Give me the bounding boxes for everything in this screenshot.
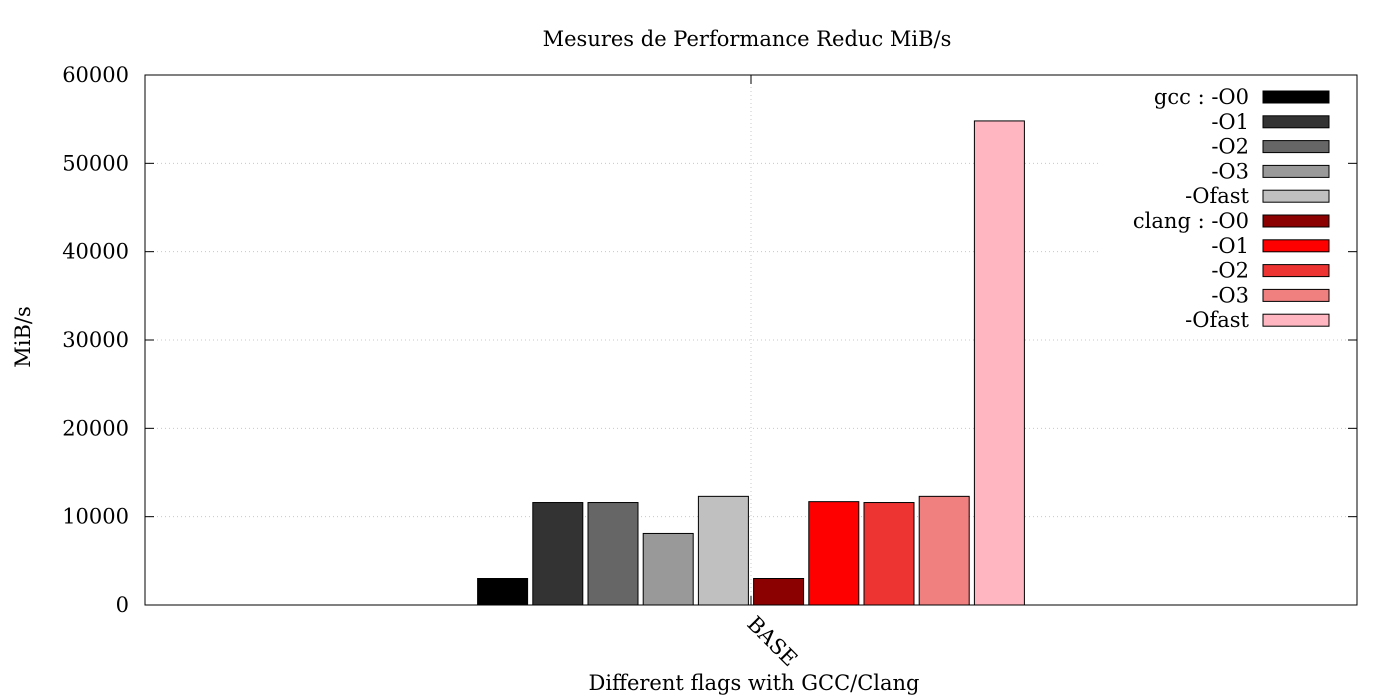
legend-swatch (1262, 214, 1330, 228)
y-tick-label: 50000 (62, 151, 129, 175)
y-axis-label: MiB/s (11, 306, 35, 368)
x-axis-label: Different flags with GCC/Clang (588, 671, 919, 695)
legend-swatch (1262, 264, 1330, 278)
x-tick-label: BASE (742, 612, 802, 672)
y-tick-label: 30000 (62, 328, 129, 352)
legend-label: -O3 (1211, 159, 1249, 183)
legend-swatch (1262, 288, 1330, 302)
y-axis: 0 10000 20000 30000 40000 50000 60000 (62, 63, 1357, 617)
legend-label: -O3 (1211, 283, 1249, 307)
legend-label: gcc : -O0 (1154, 85, 1249, 109)
bar-1 (477, 578, 529, 606)
bar-4 (642, 532, 694, 606)
legend-swatch (1262, 164, 1330, 178)
bar-2 (532, 502, 584, 606)
legend-swatch (1262, 239, 1330, 253)
chart-title: Mesures de Performance Reduc MiB/s (543, 27, 952, 51)
bar-8 (863, 502, 915, 606)
legend-label: -O1 (1211, 234, 1249, 258)
gridlines (145, 75, 1357, 605)
legend-label: -O2 (1211, 135, 1249, 159)
legend-label: -O1 (1211, 110, 1249, 134)
legend-swatch (1262, 313, 1330, 327)
legend-swatch (1262, 189, 1330, 203)
legend-label: -Ofast (1185, 184, 1249, 208)
bar-5 (697, 495, 749, 606)
y-tick-label: 0 (116, 593, 129, 617)
y-tick-label: 40000 (62, 240, 129, 264)
legend-label: clang : -O0 (1133, 209, 1249, 233)
bar-9 (918, 495, 970, 606)
legend-swatch (1262, 115, 1330, 129)
bar-7 (808, 501, 860, 606)
bars (477, 120, 1025, 606)
y-tick-label: 10000 (62, 505, 129, 529)
legend-label: -O2 (1211, 259, 1249, 283)
bar-3 (587, 502, 639, 606)
legend-label: -Ofast (1185, 308, 1249, 332)
legend-swatch (1262, 140, 1330, 154)
bar-10 (973, 120, 1025, 606)
legend-swatch (1262, 90, 1330, 104)
bar-6 (753, 578, 805, 606)
y-tick-label: 60000 (62, 63, 129, 87)
y-tick-label: 20000 (62, 416, 129, 440)
